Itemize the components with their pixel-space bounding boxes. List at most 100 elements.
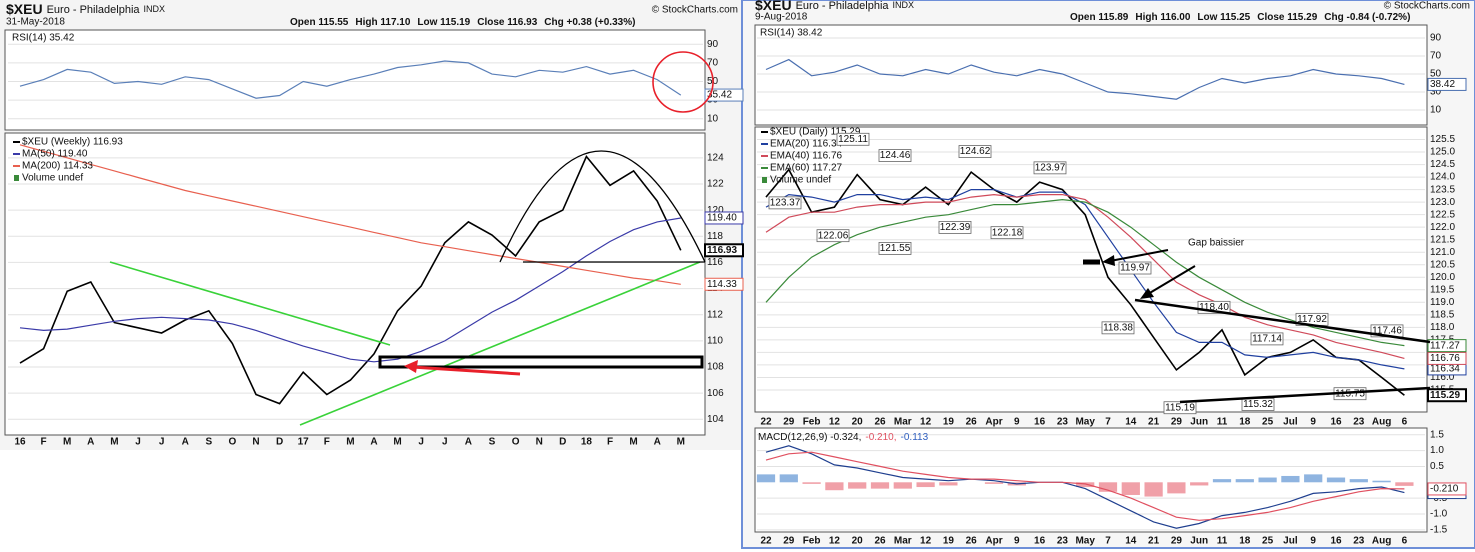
series-line <box>19 154 682 405</box>
histogram-bar <box>756 474 776 483</box>
x-tick-label: 22 <box>760 536 772 547</box>
y-tick-label: 122.0 <box>1430 222 1455 233</box>
histogram-bar <box>870 482 890 489</box>
y-tick-label: 123.5 <box>1430 184 1455 195</box>
y-tick-label: 124.5 <box>1430 159 1455 170</box>
series-line <box>19 144 681 285</box>
arrow-head <box>1140 288 1154 299</box>
histogram-bar <box>1349 479 1368 483</box>
y-tick-label: 1.5 <box>1430 429 1444 440</box>
rounding-arc <box>499 150 706 263</box>
x-tick-label: 14 <box>1125 417 1137 428</box>
x-tick-label: 16 <box>14 437 26 448</box>
y-tick-label: 119.5 <box>1430 284 1455 295</box>
gap-box <box>378 355 704 369</box>
legend-swatch <box>14 175 19 181</box>
price-annotation-box <box>990 226 1024 240</box>
price-annotation: 122.39 <box>940 222 971 233</box>
quote-item: Low 115.19 <box>417 17 470 28</box>
symbol-line: $XEU Euro - Philadelphia INDX <box>755 0 914 13</box>
quote-item: Open 115.55 <box>290 17 349 28</box>
arrow <box>1147 265 1196 295</box>
edge-label: 117.27 <box>1430 340 1460 351</box>
y-tick-label: 124 <box>707 152 724 163</box>
price-annotation-box <box>878 149 912 162</box>
x-tick-label: A <box>182 437 189 448</box>
y-tick-label: 122.5 <box>1430 209 1455 220</box>
price-annotation: 115.19 <box>1165 402 1195 413</box>
x-tick-label: Aug <box>1372 536 1391 547</box>
x-tick-label: 29 <box>1171 417 1183 428</box>
price-annotation-box <box>1033 161 1067 175</box>
x-tick-label: M <box>110 437 118 448</box>
price-annotation: 121.55 <box>880 243 911 254</box>
y-tick-label: 1.0 <box>1430 445 1444 456</box>
symbol: $XEU <box>6 1 43 17</box>
price-annotation: 123.37 <box>770 198 801 209</box>
x-tick-label: 9 <box>1014 536 1020 547</box>
x-tick-label: 12 <box>920 417 932 428</box>
x-tick-label: Feb <box>803 417 821 428</box>
y-tick-label: 120.5 <box>1430 259 1455 270</box>
histogram-bar <box>1304 474 1323 483</box>
x-tick-label: A <box>87 437 94 448</box>
y-tick-label: 125.0 <box>1430 147 1455 158</box>
histogram-bar <box>916 482 935 488</box>
drawn-annotations <box>109 51 1431 426</box>
histogram-bar <box>1326 477 1346 483</box>
histogram-bar <box>779 474 798 483</box>
histogram-bar <box>1372 480 1391 483</box>
x-tick-label: J <box>135 437 141 448</box>
x-tick-label: 18 <box>1239 536 1251 547</box>
y-tick-label: 118.0 <box>1430 322 1455 333</box>
x-tick-label: 14 <box>1125 536 1137 547</box>
histogram-bar <box>1258 477 1277 483</box>
edge-label: 35.42 <box>707 90 732 101</box>
x-tick-label: 29 <box>1171 536 1183 547</box>
x-tick-label: 11 <box>1217 417 1228 428</box>
edge-label-box <box>704 211 744 225</box>
edge-label-box <box>1427 351 1467 365</box>
price-annotation: 125.11 <box>838 134 868 145</box>
series-line <box>765 193 1405 359</box>
y-tick-label: 0.5 <box>1430 461 1444 472</box>
histogram-bar <box>848 482 867 489</box>
y-tick-label: 120 <box>707 205 724 216</box>
red-arrow-head <box>404 360 418 373</box>
x-tick-label: 18 <box>1239 417 1251 428</box>
y-tick-label: 90 <box>707 39 719 50</box>
y-tick-label: 10 <box>707 113 719 124</box>
edge-label: -0.210 <box>1430 484 1459 495</box>
trend-line <box>299 261 701 426</box>
x-tick-label: 29 <box>783 417 795 428</box>
x-tick-label: D <box>559 437 566 448</box>
panel-frame <box>754 427 1428 533</box>
histogram-bar <box>1076 482 1095 488</box>
price-annotation-box <box>938 221 972 234</box>
x-tick-label: 11 <box>1217 536 1228 547</box>
credit: © StockCharts.com <box>652 5 738 16</box>
red-arrow <box>411 365 521 376</box>
y-tick-label: 116.0 <box>1430 372 1455 383</box>
quote: Open 115.55 High 117.10 Low 115.19 Close 11… <box>290 17 635 28</box>
x-tick-label: 6 <box>1402 536 1408 547</box>
trend-line <box>1179 386 1431 404</box>
quote-item: High 117.10 <box>355 17 410 28</box>
panel-frame <box>4 132 706 436</box>
price-annotation-box <box>958 145 992 158</box>
x-tick-label: M <box>393 437 401 448</box>
legend-entry: EMA(60) 117.27 <box>770 163 843 174</box>
chart-date: 9-Aug-2018 <box>755 12 808 23</box>
x-tick-label: 16 <box>1034 536 1046 547</box>
quote: Open 115.89 High 116.00 Low 115.25 Close 11… <box>1070 12 1410 23</box>
series-line <box>765 168 1405 396</box>
price-annotation: 122.18 <box>992 227 1023 238</box>
legend-swatch <box>762 177 767 183</box>
x-tick-label: 9 <box>1014 417 1020 428</box>
quote-item: Low 115.25 <box>1197 12 1250 23</box>
x-tick-label: 12 <box>920 536 932 547</box>
histogram-bar <box>939 482 958 486</box>
histogram-bar <box>1098 482 1118 492</box>
credit: © StockCharts.com <box>1384 1 1470 12</box>
